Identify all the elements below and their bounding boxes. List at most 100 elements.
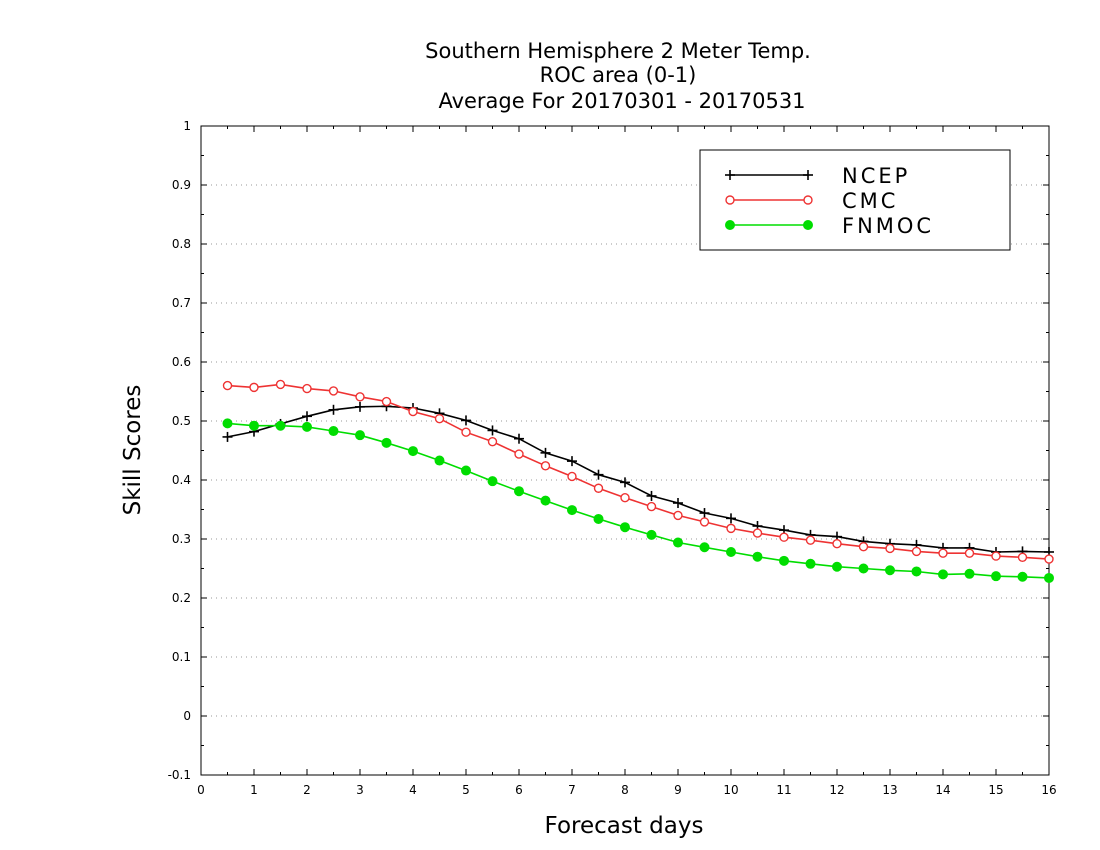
data-point-cmc <box>832 539 842 549</box>
legend-item-fnmoc: FNMOC <box>725 214 934 238</box>
x-tick-label: 11 <box>776 783 791 797</box>
y-tick-label: -0.1 <box>168 768 191 782</box>
x-tick-label: 0 <box>197 783 205 797</box>
y-tick-label: 0.9 <box>172 178 191 192</box>
data-point-ncep <box>328 404 339 415</box>
legend-label-fnmoc: FNMOC <box>842 214 934 238</box>
data-point-cmc <box>1017 552 1028 562</box>
y-tick-label: 0.2 <box>172 591 191 605</box>
data-point-cmc <box>487 436 498 447</box>
data-point-cmc <box>514 449 524 459</box>
data-point-fnmoc <box>1017 571 1028 582</box>
data-point-ncep <box>726 513 736 524</box>
x-tick-label: 12 <box>829 783 844 797</box>
data-point-ncep <box>540 447 551 458</box>
data-point-cmc <box>699 517 710 527</box>
data-point-fnmoc <box>487 476 498 487</box>
data-point-ncep <box>302 411 312 422</box>
x-tick-label: 7 <box>568 783 576 797</box>
data-point-fnmoc <box>964 568 975 579</box>
data-point-cmc <box>222 380 233 391</box>
legend-label-cmc: CMC <box>842 189 898 213</box>
legend-item-cmc: CMC <box>725 189 898 213</box>
data-point-ncep <box>673 498 683 509</box>
legend-marker-end-ncep <box>803 170 813 180</box>
data-point-fnmoc <box>911 566 922 577</box>
series-cmc <box>222 379 1054 564</box>
data-point-fnmoc <box>646 529 657 540</box>
data-point-fnmoc <box>222 418 233 429</box>
y-tick-label: 0 <box>183 709 191 723</box>
data-point-ncep <box>514 433 524 444</box>
series-line-fnmoc <box>227 422 1050 579</box>
data-point-cmc <box>302 383 312 394</box>
data-point-ncep <box>567 456 577 467</box>
data-point-fnmoc <box>885 565 895 576</box>
y-tick-label: 0.3 <box>172 532 191 546</box>
data-point-fnmoc <box>434 455 445 466</box>
series-line-cmc <box>227 383 1050 560</box>
y-tick-label: 1 <box>183 119 191 133</box>
data-point-fnmoc <box>805 558 816 569</box>
grid <box>201 184 1049 717</box>
data-point-cmc <box>593 483 604 493</box>
ticks: 0 1 2 3 4 5 6 7 8 9 10 11 12 13 14 15 16-0.100.10.20.30.… <box>168 119 1057 797</box>
x-tick-label: 2 <box>303 783 311 797</box>
data-point-cmc <box>461 427 471 437</box>
data-point-fnmoc <box>938 569 948 580</box>
title-line-1: Southern Hemisphere 2 Meter Temp. <box>425 39 811 63</box>
x-tick-label: 16 <box>1041 783 1056 797</box>
x-tick-label: 8 <box>621 783 629 797</box>
data-point-fnmoc <box>1044 572 1054 583</box>
data-point-cmc <box>646 501 657 512</box>
data-point-cmc <box>434 413 445 424</box>
data-point-fnmoc <box>832 561 842 572</box>
x-tick-label: 13 <box>882 783 897 797</box>
data-point-fnmoc <box>408 446 418 457</box>
data-point-fnmoc <box>726 546 736 557</box>
title-line-2: ROC area (0-1) <box>540 63 697 87</box>
legend-label-ncep: NCEP <box>842 164 910 188</box>
data-point-cmc <box>726 523 736 534</box>
y-tick-label: 0.1 <box>172 650 191 664</box>
data-point-cmc <box>673 510 683 521</box>
y-tick-label: 0.5 <box>172 414 191 428</box>
data-point-cmc <box>805 535 816 545</box>
data-point-fnmoc <box>355 430 365 441</box>
data-point-ncep <box>222 431 233 442</box>
x-tick-label: 4 <box>409 783 417 797</box>
data-point-fnmoc <box>620 522 630 533</box>
data-point-fnmoc <box>699 542 710 553</box>
x-tick-label: 5 <box>462 783 470 797</box>
series-ncep <box>222 401 1054 557</box>
x-tick-label: 15 <box>988 783 1003 797</box>
data-point-fnmoc <box>752 551 763 562</box>
x-tick-label: 6 <box>515 783 523 797</box>
data-point-cmc <box>779 532 789 542</box>
legend-marker-start-ncep <box>725 170 735 180</box>
y-axis-label: Skill Scores <box>120 385 146 516</box>
data-point-ncep <box>593 469 604 480</box>
x-tick-label: 9 <box>674 783 682 797</box>
data-point-cmc <box>1044 554 1054 564</box>
data-point-fnmoc <box>540 495 551 506</box>
data-point-fnmoc <box>249 420 259 431</box>
data-point-cmc <box>408 406 418 417</box>
y-tick-label: 0.6 <box>172 355 191 369</box>
data-point-fnmoc <box>858 563 869 574</box>
data-point-cmc <box>540 461 551 471</box>
data-point-fnmoc <box>275 420 286 431</box>
data-point-cmc <box>620 493 630 503</box>
x-tick-label: 3 <box>356 783 364 797</box>
data-point-cmc <box>275 379 286 390</box>
x-tick-label: 14 <box>935 783 950 797</box>
data-point-cmc <box>355 392 365 402</box>
data-point-cmc <box>964 548 975 558</box>
title-line-3: Average For 20170301 - 20170531 <box>438 89 805 113</box>
legend-marker-start-fnmoc <box>725 220 735 230</box>
data-point-cmc <box>381 396 392 407</box>
legend-item-ncep: NCEP <box>725 164 910 188</box>
data-point-ncep <box>487 425 498 436</box>
